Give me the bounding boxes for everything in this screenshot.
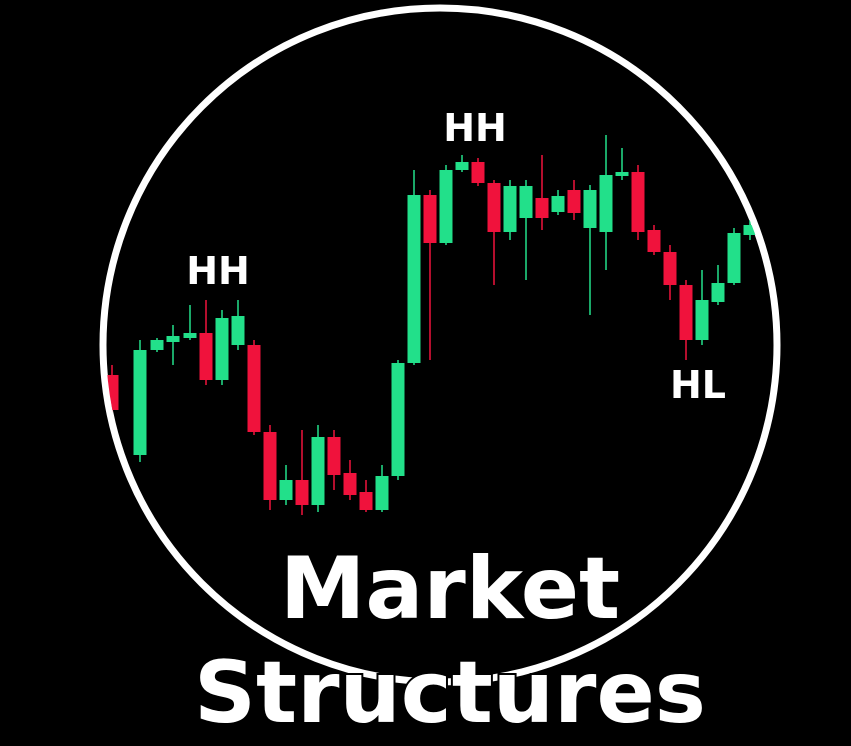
candle-body (599, 175, 613, 232)
candle-body (183, 333, 197, 338)
candle-body (711, 283, 725, 302)
candle-body (231, 316, 245, 345)
candle-body (471, 162, 485, 183)
candle-body (343, 473, 357, 495)
candle-body (647, 230, 661, 252)
candle-body (567, 190, 581, 213)
candle-body (551, 196, 565, 212)
candle-body (487, 183, 501, 232)
swing-label: HL (670, 363, 726, 407)
candle-body (375, 476, 389, 510)
candle-body (295, 480, 309, 505)
candle-body (743, 225, 757, 235)
candle-body (519, 186, 533, 218)
candle-body (215, 318, 229, 380)
candle-body (247, 345, 261, 432)
swing-label: HH (186, 249, 250, 293)
candle-body (150, 340, 164, 350)
candle-body (359, 492, 373, 510)
candle-body (583, 190, 597, 228)
candlestick-illustration (106, 135, 757, 515)
candle-body (455, 162, 469, 170)
candle-body (327, 437, 341, 475)
candle-body (391, 363, 405, 476)
candle-body (727, 233, 741, 283)
candle-body (695, 300, 709, 340)
candle-body (631, 172, 645, 232)
swing-label: HH (443, 106, 507, 150)
candle-body (503, 186, 517, 232)
title-line: Market (280, 539, 620, 639)
candle-body (199, 333, 213, 380)
candle-body (407, 195, 421, 363)
candle-body (679, 285, 693, 340)
candle-body (279, 480, 293, 500)
candle-body (133, 350, 147, 455)
candle-body (423, 195, 437, 243)
candle-body (439, 170, 453, 243)
candle-body (535, 198, 549, 218)
candle-body (311, 437, 325, 505)
candle-body (615, 172, 629, 176)
candle-body (663, 252, 677, 285)
candle-body (263, 432, 277, 500)
title-line: Structures (194, 643, 706, 743)
candle-body (166, 336, 180, 342)
